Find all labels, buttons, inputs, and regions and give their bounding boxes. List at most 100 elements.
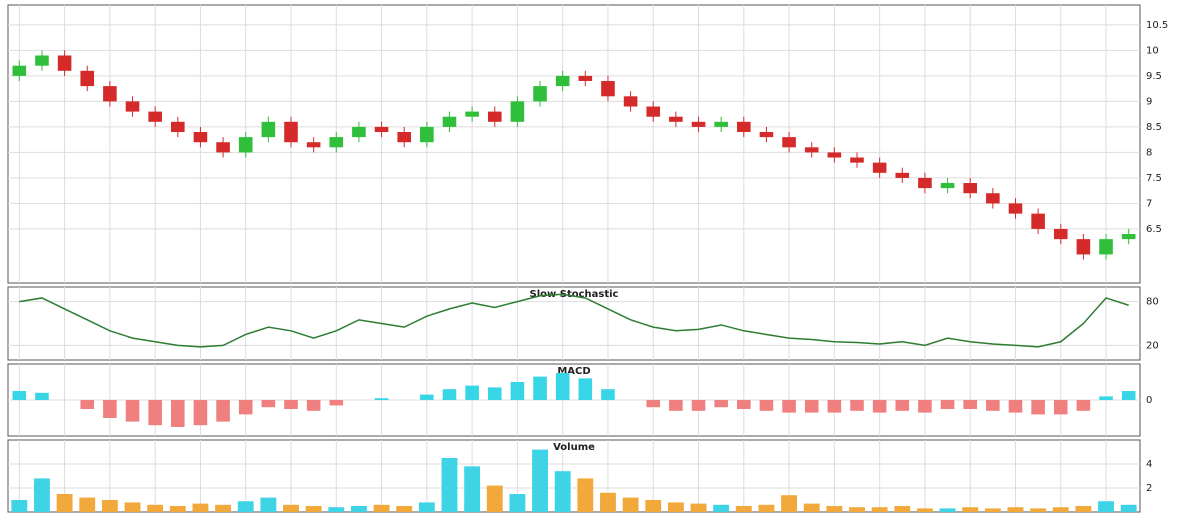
- candle-body: [1031, 213, 1045, 229]
- candle-body: [193, 132, 208, 143]
- candle-body: [238, 137, 253, 153]
- candle-body: [284, 121, 298, 143]
- bar: [940, 400, 955, 409]
- candle-body: [691, 121, 706, 127]
- bar: [1031, 400, 1045, 415]
- bar: [1121, 391, 1136, 400]
- y-tick-label: 9: [1146, 96, 1152, 107]
- candle-body: [103, 86, 117, 102]
- bar: [1008, 400, 1023, 413]
- volume-bar: [237, 501, 254, 512]
- volume-bar: [532, 449, 548, 512]
- volume-bar: [984, 508, 1001, 512]
- candle-body: [216, 142, 230, 153]
- volume-bar: [101, 500, 118, 512]
- bar: [510, 382, 525, 400]
- volume-bar: [667, 502, 684, 512]
- volume-bar: [396, 506, 413, 512]
- y-tick-label: 4: [1146, 459, 1152, 470]
- bar: [850, 400, 864, 411]
- bar: [895, 400, 910, 411]
- bar: [782, 400, 796, 413]
- volume-bar: [735, 506, 752, 512]
- candle-body: [57, 55, 72, 71]
- volume-bar: [169, 506, 186, 512]
- volume-bar: [441, 458, 458, 512]
- bar: [487, 387, 502, 400]
- volume-bar: [328, 507, 345, 512]
- volume-bar: [464, 466, 481, 512]
- bar: [442, 389, 457, 400]
- volume-bar: [803, 503, 820, 512]
- volume-bar: [373, 504, 390, 512]
- volume-bar: [826, 506, 843, 512]
- volume-bar: [600, 492, 616, 512]
- volume-bar: [1120, 504, 1137, 512]
- candle-body: [1076, 239, 1091, 255]
- bar: [714, 400, 728, 408]
- candle-body: [352, 126, 366, 138]
- candle-body: [578, 75, 593, 82]
- candle-body: [1099, 239, 1113, 255]
- candle-body: [1008, 203, 1023, 214]
- y-tick-label: 0: [1146, 395, 1152, 406]
- candle-body: [827, 152, 842, 158]
- bar: [171, 400, 185, 427]
- bar: [872, 400, 887, 413]
- volume-bar: [418, 502, 435, 512]
- volume-bar: [894, 506, 911, 512]
- volume-bar: [34, 478, 50, 512]
- volume-bar: [124, 502, 141, 512]
- candle-body: [986, 193, 1000, 204]
- volume-bar: [79, 497, 96, 512]
- pane: [7, 4, 1141, 284]
- bar: [35, 392, 49, 400]
- candle-body: [555, 75, 570, 87]
- volume-bar: [192, 503, 209, 512]
- volume-bar: [283, 504, 299, 512]
- candle-body: [306, 142, 321, 148]
- pane-title: MACD: [557, 366, 590, 377]
- volume-bar: [11, 500, 28, 512]
- pane-title: Volume: [553, 442, 595, 453]
- bar: [918, 400, 932, 413]
- candle-body: [895, 172, 910, 178]
- bar: [216, 400, 230, 422]
- bar: [533, 376, 547, 400]
- y-tick-label: 7.5: [1146, 173, 1162, 184]
- y-tick-label: 10: [1146, 45, 1159, 56]
- volume-bar: [486, 485, 503, 512]
- candle-body: [623, 96, 638, 107]
- candle-body: [1121, 234, 1136, 240]
- candle-body: [601, 81, 615, 97]
- candle-body: [782, 137, 796, 148]
- volume-bar: [1007, 507, 1024, 512]
- y-tick-label: 20: [1146, 340, 1159, 351]
- bar: [1099, 396, 1113, 400]
- volume-bar: [260, 497, 277, 512]
- bar: [759, 400, 774, 411]
- bar: [148, 400, 162, 426]
- y-tick-label: 2: [1146, 483, 1152, 494]
- bar: [12, 391, 27, 400]
- volume-bar: [871, 507, 888, 512]
- volume-bar: [350, 506, 367, 512]
- candle-body: [804, 147, 819, 153]
- candle-body: [442, 116, 457, 127]
- volume-bar: [939, 508, 956, 512]
- volume-bar: [781, 495, 798, 512]
- bar: [261, 400, 276, 408]
- candle-body: [261, 121, 276, 138]
- candle-body: [714, 121, 728, 127]
- candle-body: [35, 55, 49, 66]
- bar: [963, 400, 977, 409]
- candle-body: [646, 106, 661, 117]
- candle-body: [737, 121, 751, 133]
- candle-body: [397, 132, 411, 143]
- volume-bar: [56, 494, 73, 512]
- line: [19, 293, 1129, 348]
- volume-bar: [849, 507, 865, 512]
- bar: [737, 400, 751, 409]
- volume-bar: [962, 507, 979, 512]
